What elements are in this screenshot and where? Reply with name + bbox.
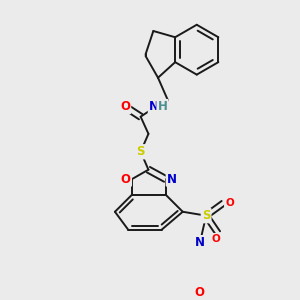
- Text: O: O: [225, 198, 234, 208]
- Text: S: S: [136, 145, 145, 158]
- Text: N: N: [167, 172, 177, 185]
- Text: N: N: [149, 100, 159, 113]
- Text: N: N: [195, 236, 205, 249]
- Text: H: H: [158, 100, 167, 113]
- Text: O: O: [120, 100, 130, 113]
- Text: S: S: [202, 209, 210, 222]
- Text: O: O: [212, 234, 220, 244]
- Text: O: O: [195, 286, 205, 299]
- Text: O: O: [121, 172, 131, 185]
